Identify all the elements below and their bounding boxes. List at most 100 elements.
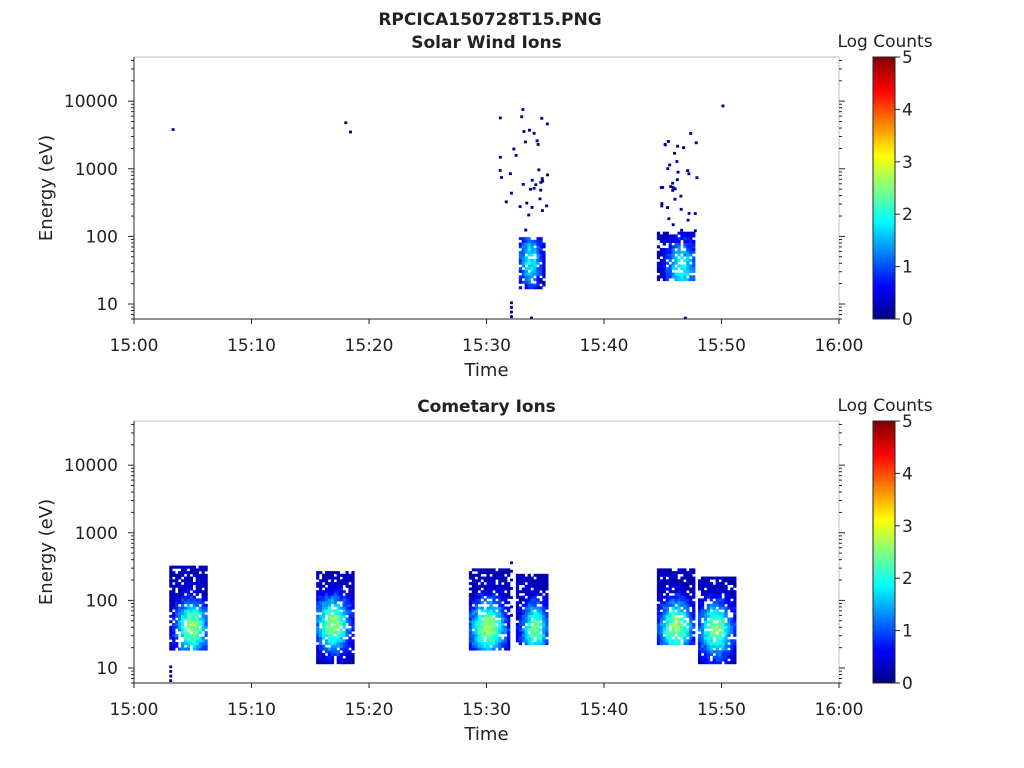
heat-cell (545, 622, 549, 626)
colorbar-segment (873, 464, 895, 468)
heat-cell (324, 620, 329, 624)
heat-cell (706, 595, 711, 599)
heat-cell (703, 590, 708, 594)
colorbar-segment (873, 273, 895, 276)
heat-cell (477, 584, 481, 588)
heat-cell (677, 231, 681, 235)
heat-cell (527, 633, 531, 637)
heat-cell (668, 579, 672, 583)
heat-cell (518, 576, 523, 580)
heat-cell (345, 642, 349, 646)
heat-cell (172, 606, 176, 610)
heat-cell (659, 186, 663, 189)
heat-cell (683, 625, 687, 629)
heat-cell (683, 258, 687, 262)
heat-cell (529, 316, 533, 320)
heat-cell (533, 261, 537, 265)
heat-cell (706, 592, 711, 596)
heat-cell (659, 636, 664, 640)
heat-cell (178, 573, 182, 577)
heat-cell (483, 568, 487, 572)
colorbar-segment (873, 552, 895, 555)
heat-cell (671, 584, 675, 588)
heat-cell (683, 584, 687, 588)
heat-cell (727, 576, 731, 580)
colorbar-segment (873, 255, 895, 259)
heat-cell (689, 267, 693, 271)
heat-cell (680, 571, 684, 575)
heat-cell (477, 628, 481, 632)
heat-cell (700, 658, 705, 662)
heat-cell (527, 245, 531, 249)
heat-cell (507, 606, 511, 610)
heat-cell (539, 286, 543, 290)
heat-cell (327, 650, 332, 654)
heat-cell (715, 614, 719, 618)
heat-cell (712, 601, 716, 605)
colorbar-segment (873, 641, 895, 645)
heat-cell (322, 617, 326, 621)
heat-cell (662, 269, 666, 273)
colorbar-segment (873, 562, 895, 566)
heat-cell (689, 639, 693, 643)
heat-cell (680, 603, 684, 607)
heat-cell (715, 639, 719, 643)
heat-cell (686, 592, 690, 596)
heat-cell (698, 639, 702, 643)
heat-cell (730, 576, 734, 580)
heat-cell (539, 587, 543, 591)
heat-cell (706, 652, 711, 657)
heat-cell (662, 587, 666, 591)
heat-cell (545, 625, 549, 629)
heat-cell (542, 636, 546, 640)
heat-cell (483, 576, 487, 580)
heat-cell (545, 614, 549, 618)
heat-cell (169, 628, 173, 632)
heat-cell (189, 592, 194, 596)
heat-cell (480, 568, 484, 572)
heat-cell (656, 267, 661, 271)
colorbar-segment (873, 76, 895, 80)
heat-cell (195, 620, 199, 624)
heat-cell (319, 620, 323, 624)
heat-cell (316, 652, 320, 657)
heat-cell (539, 253, 543, 257)
heat-cell (510, 310, 513, 314)
heat-cell (515, 609, 520, 613)
heat-cell (322, 628, 326, 632)
heat-cell (727, 603, 731, 607)
heat-cell (715, 655, 719, 659)
colorbar-segment (873, 242, 895, 246)
colorbar-segment (873, 661, 895, 664)
heat-cell (489, 576, 493, 580)
heat-cell (181, 642, 185, 646)
heat-cell (339, 614, 343, 618)
heat-cell (533, 250, 537, 254)
heat-cell (686, 598, 690, 602)
heat-cell (183, 609, 188, 613)
heat-cell (322, 652, 326, 657)
x-tick-label: 15:40 (580, 700, 629, 720)
heat-cell (336, 609, 340, 613)
heat-cell (342, 614, 346, 618)
heat-cell (486, 625, 490, 629)
heat-cell (348, 650, 352, 654)
heat-cell (532, 131, 536, 135)
heat-cell (518, 573, 523, 577)
colorbar-segment (873, 209, 895, 213)
heat-cell (524, 639, 528, 643)
heat-cell (186, 620, 191, 624)
heat-cell (659, 628, 664, 632)
heat-cell (336, 661, 340, 665)
heat-cell (533, 617, 537, 621)
heat-cell (668, 636, 672, 640)
heat-cell (330, 584, 335, 588)
heat-cell (514, 154, 518, 157)
heat-cell (659, 587, 664, 591)
heat-cell (715, 625, 719, 629)
heat-cell (673, 197, 677, 201)
heat-cell (674, 598, 678, 602)
heat-cell (687, 212, 691, 215)
heat-cell (686, 269, 690, 273)
